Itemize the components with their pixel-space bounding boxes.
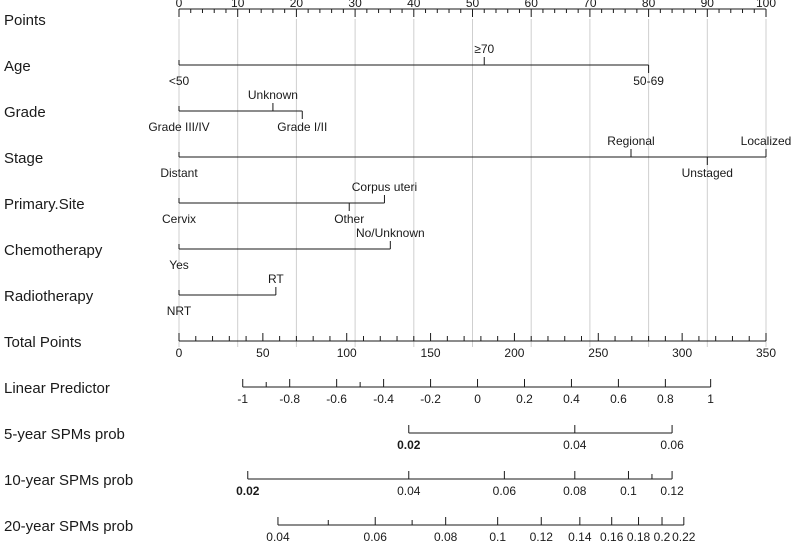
level-label-unstaged: Unstaged [682,166,733,180]
row-label-stage: Stage [4,150,43,167]
tick-label-0-6: 0.6 [610,392,627,406]
tick-label-0-06: 0.06 [493,484,517,498]
tick-label-0-22: 0.22 [672,530,696,544]
tick-label-250: 250 [588,346,608,360]
tick-label-50: 50 [466,0,480,10]
tick-label-70: 70 [583,0,597,10]
tick-label-0-4: -0.4 [373,392,394,406]
tick-label-90: 90 [701,0,715,10]
tick-label-0-4: 0.4 [563,392,580,406]
row-label-linear-predictor: Linear Predictor [4,380,110,397]
tick-label-0-02: 0.02 [397,438,421,452]
tick-label-0-04: 0.04 [563,438,587,452]
row-label-10-year-spms-prob: 10-year SPMs prob [4,472,133,489]
row-label-5-year-spms-prob: 5-year SPMs prob [4,426,125,443]
tick-label-1: -1 [237,392,248,406]
row-10-year-spms-prob: 10-year SPMs prob 0.02 0.04 0.06 0.08 0.1 0.12 [4,471,684,498]
tick-label-0-12: 0.12 [530,530,554,544]
level-label-grade-i-ii: Grade I/II [277,120,327,134]
tick-label-0: 0 [474,392,481,406]
row-age: Age <50 ≥70 50-69 [4,42,664,88]
level-label-50: <50 [169,74,190,88]
tick-label-1: 1 [707,392,714,406]
tick-label-200: 200 [504,346,524,360]
tick-label-0-08: 0.08 [563,484,587,498]
row-stage: Stage Distant Regional Unstaged Localized [4,134,791,180]
level-label-regional: Regional [607,134,654,148]
level-label-corpus-uteri: Corpus uteri [352,180,417,194]
level-label-rt: RT [268,272,284,286]
tick-label-100: 100 [756,0,776,10]
tick-label-40: 40 [407,0,421,10]
tick-label-0-1: 0.1 [489,530,506,544]
tick-label-0-1: 0.1 [620,484,637,498]
tick-label-0-8: 0.8 [657,392,674,406]
level-label-70: ≥70 [474,42,494,56]
row-label-age: Age [4,58,31,75]
tick-label-0-04: 0.04 [397,484,421,498]
row-5-year-spms-prob: 5-year SPMs prob 0.02 0.04 0.06 [4,425,684,452]
level-label-localized: Localized [741,134,792,148]
row-label-20-year-spms-prob: 20-year SPMs prob [4,518,133,535]
tick-label-0-14: 0.14 [568,530,592,544]
row-label-points: Points [4,12,46,29]
row-20-year-spms-prob: 20-year SPMs prob 0.04 0.06 0.08 0.1 0.12 0.14… [4,517,696,544]
row-label-total-points: Total Points [4,334,82,351]
level-label-cervix: Cervix [162,212,196,226]
tick-label-0-6: -0.6 [326,392,347,406]
tick-label-0-12: 0.12 [660,484,684,498]
tick-label-150: 150 [421,346,441,360]
row-label-grade: Grade [4,104,46,121]
tick-label-0-04: 0.04 [266,530,290,544]
row-label-radiotherapy: Radiotherapy [4,288,94,305]
tick-label-300: 300 [672,346,692,360]
level-label-yes: Yes [169,258,189,272]
tick-label-0-08: 0.08 [434,530,458,544]
row-chemotherapy: Chemotherapy Yes No/Unknown [4,226,425,272]
tick-label-100: 100 [337,346,357,360]
level-label-50-69: 50-69 [633,74,664,88]
level-label-distant: Distant [160,166,198,180]
tick-label-0-16: 0.16 [600,530,624,544]
tick-label-0-2: -0.2 [420,392,441,406]
tick-label-0-06: 0.06 [364,530,388,544]
vertical-grid [178,19,767,347]
tick-label-0-02: 0.02 [236,484,260,498]
level-label-nrt: NRT [167,304,192,318]
tick-label-350: 350 [756,346,776,360]
tick-label-30: 30 [348,0,362,10]
tick-label-0: 0 [176,346,183,360]
tick-label-0-2: 0.2 [654,530,671,544]
tick-label-0-2: 0.2 [516,392,533,406]
level-label-no-unknown: No/Unknown [356,226,425,240]
tick-label-50: 50 [256,346,270,360]
row-label-primary-site: Primary.Site [4,196,85,213]
row-linear-predictor: Linear Predictor -1 -0.8 -0.6 -0.4 -0.2 0 0.2 0.… [4,379,714,406]
tick-label-0-18: 0.18 [627,530,651,544]
row-radiotherapy: Radiotherapy NRT RT [4,272,284,318]
tick-label-80: 80 [642,0,656,10]
tick-label-60: 60 [525,0,539,10]
tick-label-0-8: -0.8 [279,392,300,406]
row-total-points: Total Points 0 50 100 150 200 250 300 350 [4,333,776,360]
tick-label-20: 20 [290,0,304,10]
tick-label-10: 10 [231,0,245,10]
row-points: Points 0 10 20 30 40 50 60 70 80 90 100 [4,0,776,29]
row-primary-site: Primary.Site Cervix Other Corpus uteri [4,180,417,226]
level-label-unknown: Unknown [248,88,298,102]
row-label-chemotherapy: Chemotherapy [4,242,103,259]
tick-label-0-06: 0.06 [660,438,684,452]
row-grade: Grade Grade III/IV Unknown Grade I/II [4,88,327,134]
level-label-other: Other [334,212,364,226]
tick-label-0: 0 [176,0,183,10]
level-label-grade-iii-iv: Grade III/IV [148,120,209,134]
